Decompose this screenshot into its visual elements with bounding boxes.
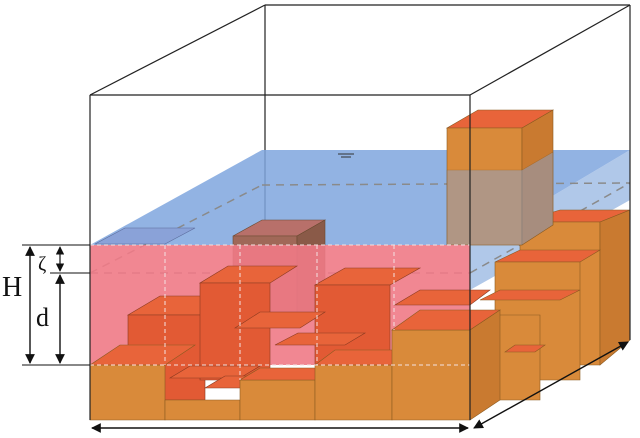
tank-back-frame xyxy=(89,4,631,230)
label-d: d xyxy=(36,303,49,332)
depth-arrow xyxy=(473,341,629,429)
blocks-bottom-row xyxy=(89,309,501,421)
grid-dashed xyxy=(90,244,470,380)
tower-block xyxy=(445,109,555,246)
label-H: H xyxy=(2,272,22,303)
surface-patch xyxy=(94,227,196,245)
label-zeta: ζ xyxy=(38,253,46,275)
height-ticks xyxy=(22,244,90,366)
water-level-symbol xyxy=(338,153,354,158)
tank-front-frame xyxy=(89,94,631,420)
